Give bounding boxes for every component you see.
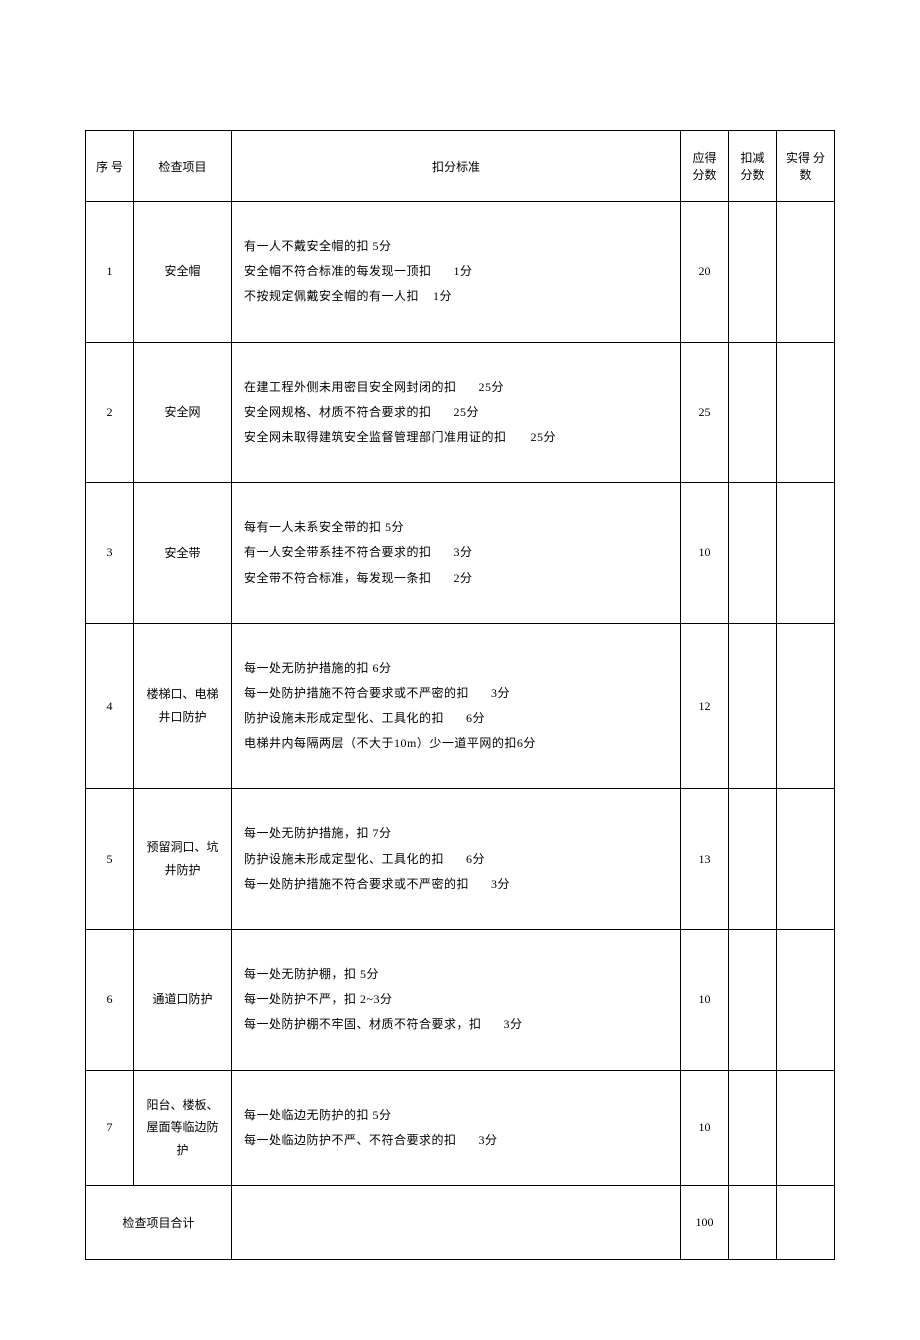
cell-deduct — [729, 483, 777, 624]
cell-seq: 3 — [86, 483, 134, 624]
table-row: 6通道口防护每一处无防护棚，扣 5分每一处防护不严，扣 2~3分每一处防护棚不牢… — [86, 930, 835, 1071]
cell-score: 10 — [681, 483, 729, 624]
cell-item: 安全帽 — [134, 202, 232, 343]
cell-seq: 7 — [86, 1070, 134, 1185]
total-actual — [777, 1185, 835, 1259]
cell-standard: 每一处无防护棚，扣 5分每一处防护不严，扣 2~3分每一处防护棚不牢固、材质不符… — [232, 930, 681, 1071]
cell-seq: 4 — [86, 623, 134, 789]
cell-score: 13 — [681, 789, 729, 930]
cell-standard: 每一处临边无防护的扣 5分每一处临边防护不严、不符合要求的扣3分 — [232, 1070, 681, 1185]
cell-standard: 每有一人未系安全带的扣 5分有一人安全带系挂不符合要求的扣3分安全带不符合标准，… — [232, 483, 681, 624]
total-deduct — [729, 1185, 777, 1259]
cell-deduct — [729, 202, 777, 343]
header-standard: 扣分标准 — [232, 131, 681, 202]
cell-actual — [777, 342, 835, 483]
total-standard-empty — [232, 1185, 681, 1259]
cell-score: 10 — [681, 930, 729, 1071]
total-label: 检查项目合计 — [86, 1185, 232, 1259]
cell-actual — [777, 623, 835, 789]
cell-item: 安全带 — [134, 483, 232, 624]
cell-score: 10 — [681, 1070, 729, 1185]
total-row: 检查项目合计 100 — [86, 1185, 835, 1259]
table-row: 7阳台、楼板、屋面等临边防护每一处临边无防护的扣 5分每一处临边防护不严、不符合… — [86, 1070, 835, 1185]
header-score: 应得分数 — [681, 131, 729, 202]
cell-actual — [777, 930, 835, 1071]
cell-deduct — [729, 342, 777, 483]
table-body: 1安全帽有一人不戴安全帽的扣 5分安全帽不符合标准的每发现一顶扣1分不按规定佩戴… — [86, 202, 835, 1260]
cell-standard: 每一处无防护措施的扣 6分每一处防护措施不符合要求或不严密的扣3分防护设施未形成… — [232, 623, 681, 789]
cell-seq: 6 — [86, 930, 134, 1071]
table-row: 4楼梯口、电梯井口防护每一处无防护措施的扣 6分每一处防护措施不符合要求或不严密… — [86, 623, 835, 789]
header-row: 序 号 检查项目 扣分标准 应得分数 扣减分数 实得 分数 — [86, 131, 835, 202]
cell-actual — [777, 483, 835, 624]
cell-deduct — [729, 789, 777, 930]
table-row: 1安全帽有一人不戴安全帽的扣 5分安全帽不符合标准的每发现一顶扣1分不按规定佩戴… — [86, 202, 835, 343]
safety-checklist-table: 序 号 检查项目 扣分标准 应得分数 扣减分数 实得 分数 1安全帽有一人不戴安… — [85, 130, 835, 1260]
cell-seq: 1 — [86, 202, 134, 343]
cell-deduct — [729, 1070, 777, 1185]
cell-standard: 在建工程外侧未用密目安全网封闭的扣25分安全网规格、材质不符合要求的扣25分安全… — [232, 342, 681, 483]
table-row: 3安全带每有一人未系安全带的扣 5分有一人安全带系挂不符合要求的扣3分安全带不符… — [86, 483, 835, 624]
cell-item: 阳台、楼板、屋面等临边防护 — [134, 1070, 232, 1185]
header-deduct: 扣减分数 — [729, 131, 777, 202]
cell-seq: 2 — [86, 342, 134, 483]
table-row: 5预留洞口、坑井防护每一处无防护措施，扣 7分防护设施未形成定型化、工具化的扣6… — [86, 789, 835, 930]
total-score: 100 — [681, 1185, 729, 1259]
cell-standard: 每一处无防护措施，扣 7分防护设施未形成定型化、工具化的扣6分每一处防护措施不符… — [232, 789, 681, 930]
cell-actual — [777, 1070, 835, 1185]
cell-item: 预留洞口、坑井防护 — [134, 789, 232, 930]
cell-deduct — [729, 930, 777, 1071]
cell-standard: 有一人不戴安全帽的扣 5分安全帽不符合标准的每发现一顶扣1分不按规定佩戴安全帽的… — [232, 202, 681, 343]
table-row: 2安全网在建工程外侧未用密目安全网封闭的扣25分安全网规格、材质不符合要求的扣2… — [86, 342, 835, 483]
cell-item: 安全网 — [134, 342, 232, 483]
cell-actual — [777, 789, 835, 930]
header-item: 检查项目 — [134, 131, 232, 202]
cell-item: 楼梯口、电梯井口防护 — [134, 623, 232, 789]
cell-actual — [777, 202, 835, 343]
header-actual: 实得 分数 — [777, 131, 835, 202]
cell-score: 25 — [681, 342, 729, 483]
cell-item: 通道口防护 — [134, 930, 232, 1071]
cell-score: 20 — [681, 202, 729, 343]
cell-seq: 5 — [86, 789, 134, 930]
cell-deduct — [729, 623, 777, 789]
header-seq: 序 号 — [86, 131, 134, 202]
cell-score: 12 — [681, 623, 729, 789]
